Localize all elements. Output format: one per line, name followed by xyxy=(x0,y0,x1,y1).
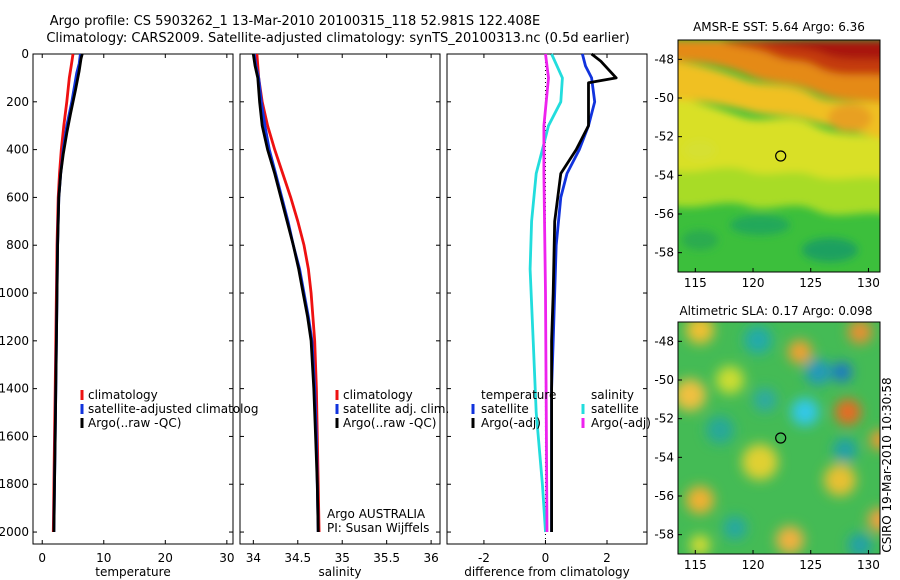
timestamp-label: CSIRO 19-Mar-2010 10:30:58 xyxy=(880,377,894,552)
series-line xyxy=(542,53,550,533)
plot-frame xyxy=(446,53,648,545)
y-tick-label: 800 xyxy=(6,238,29,252)
y-tick-label: -54 xyxy=(654,450,674,464)
legend-group-title: salinity xyxy=(591,388,634,402)
y-tick-label: -48 xyxy=(654,52,674,66)
chart-title: Argo profile: CS 5903262_1 13-Mar-2010 2… xyxy=(50,14,540,29)
x-tick-label: 125 xyxy=(799,558,822,572)
annotation-text: PI: Susan Wijffels xyxy=(327,521,429,535)
salinity-panel: 34 34.5 35 35.5 36 salinity climatologysatelli… xyxy=(239,53,449,579)
x-axis-label: temperature xyxy=(95,565,170,579)
legend-label: satellite xyxy=(591,402,639,416)
series-line xyxy=(252,53,320,533)
y-tick-label: -48 xyxy=(654,334,674,348)
x-tick-label: 115 xyxy=(684,558,707,572)
y-tick-label: 2000 xyxy=(0,525,29,539)
y-tick-label: -54 xyxy=(654,168,674,182)
x-tick-label: 35.5 xyxy=(373,551,400,565)
x-tick-label: 2 xyxy=(603,551,611,565)
y-tick-label: -52 xyxy=(654,412,674,426)
x-tick-label: 120 xyxy=(742,276,765,290)
y-tick-label: 400 xyxy=(6,143,29,157)
series-line xyxy=(255,53,321,533)
y-tick-label: 1400 xyxy=(0,382,29,396)
y-tick-label: -50 xyxy=(654,91,674,105)
x-tick-label: 120 xyxy=(742,558,765,572)
x-tick-label: 130 xyxy=(857,276,880,290)
series-line xyxy=(528,53,564,533)
temperature-panel: 0 10 20 30 0 200 400 600 800 1000 1200 1400 1600 1800… xyxy=(0,47,258,579)
x-tick-label: 30 xyxy=(219,551,234,565)
sla-map-frame xyxy=(677,321,881,555)
x-tick-label: 10 xyxy=(96,551,111,565)
sla-map-title: Altimetric SLA: 0.17 Argo: 0.098 xyxy=(679,304,872,318)
sst-map-axes: 115 120 125 130 -48 -50 -52 -54 -56 -58 xyxy=(654,52,880,290)
sla-map-field xyxy=(678,322,880,554)
legend-label: Argo(..raw -QC) xyxy=(88,416,181,430)
x-tick-label: 20 xyxy=(158,551,173,565)
y-tick-label: -56 xyxy=(654,489,674,503)
y-tick-label: -58 xyxy=(654,246,674,260)
legend-label: satellite adj. clim. xyxy=(343,402,449,416)
sst-map-field xyxy=(678,40,880,272)
series-line xyxy=(550,52,618,532)
y-tick-label: 0 xyxy=(21,47,29,61)
x-tick-label: 0 xyxy=(38,551,46,565)
legend-label: Argo(-adj) xyxy=(591,416,651,430)
annotation-text: Argo AUSTRALIA xyxy=(327,507,426,521)
y-tick-label: -52 xyxy=(654,130,674,144)
x-tick-label: -2 xyxy=(478,551,490,565)
x-tick-label: 34 xyxy=(246,551,261,565)
x-tick-label: 35 xyxy=(335,551,350,565)
legend-label: climatology xyxy=(88,388,158,402)
legend-label: satellite-adjusted climatolog xyxy=(88,402,258,416)
sst-map-frame xyxy=(677,39,881,273)
sst-map-title: AMSR-E SST: 5.64 Argo: 6.36 xyxy=(693,20,865,34)
plot-frame xyxy=(239,53,441,545)
y-tick-label: 600 xyxy=(6,190,29,204)
legend-label: Argo(..raw -QC) xyxy=(343,416,436,430)
y-tick-label: 1600 xyxy=(0,429,29,443)
legend-label: Argo(-adj) xyxy=(481,416,541,430)
argo-location-marker xyxy=(775,432,787,444)
x-tick-label: 115 xyxy=(684,276,707,290)
y-tick-label: 1000 xyxy=(0,286,29,300)
x-tick-label: 125 xyxy=(799,276,822,290)
y-tick-label: 1800 xyxy=(0,477,29,491)
sla-map: Altimetric SLA: 0.17 Argo: 0.098 xyxy=(654,304,881,572)
chart-subtitle: Climatology: CARS2009. Satellite-adjuste… xyxy=(46,31,629,46)
sla-map-axes: 115 120 125 130 -48 -50 -52 -54 -56 -58 xyxy=(654,334,880,572)
x-tick-label: 130 xyxy=(857,558,880,572)
y-tick-label: -50 xyxy=(654,373,674,387)
plot-frame xyxy=(32,53,234,545)
legend-label: satellite xyxy=(481,402,529,416)
series-line xyxy=(52,53,84,533)
argo-location-marker xyxy=(775,150,787,162)
x-tick-label: 34.5 xyxy=(284,551,311,565)
y-tick-label: -56 xyxy=(654,207,674,221)
y-tick-label: -58 xyxy=(654,528,674,542)
sst-map: AMSR-E SST: 5.64 Argo: 6.36 115 120 125 130… xyxy=(654,20,881,290)
y-tick-label: 1200 xyxy=(0,334,29,348)
x-axis-label: difference from climatology xyxy=(464,565,630,579)
legend-label: climatology xyxy=(343,388,413,402)
x-tick-label: 0 xyxy=(542,551,550,565)
series-line xyxy=(251,53,320,533)
x-axis-label: salinity xyxy=(318,565,361,579)
legend-group-title: temperature xyxy=(481,388,556,402)
y-tick-label: 200 xyxy=(6,95,29,109)
x-tick-label: 36 xyxy=(423,551,438,565)
